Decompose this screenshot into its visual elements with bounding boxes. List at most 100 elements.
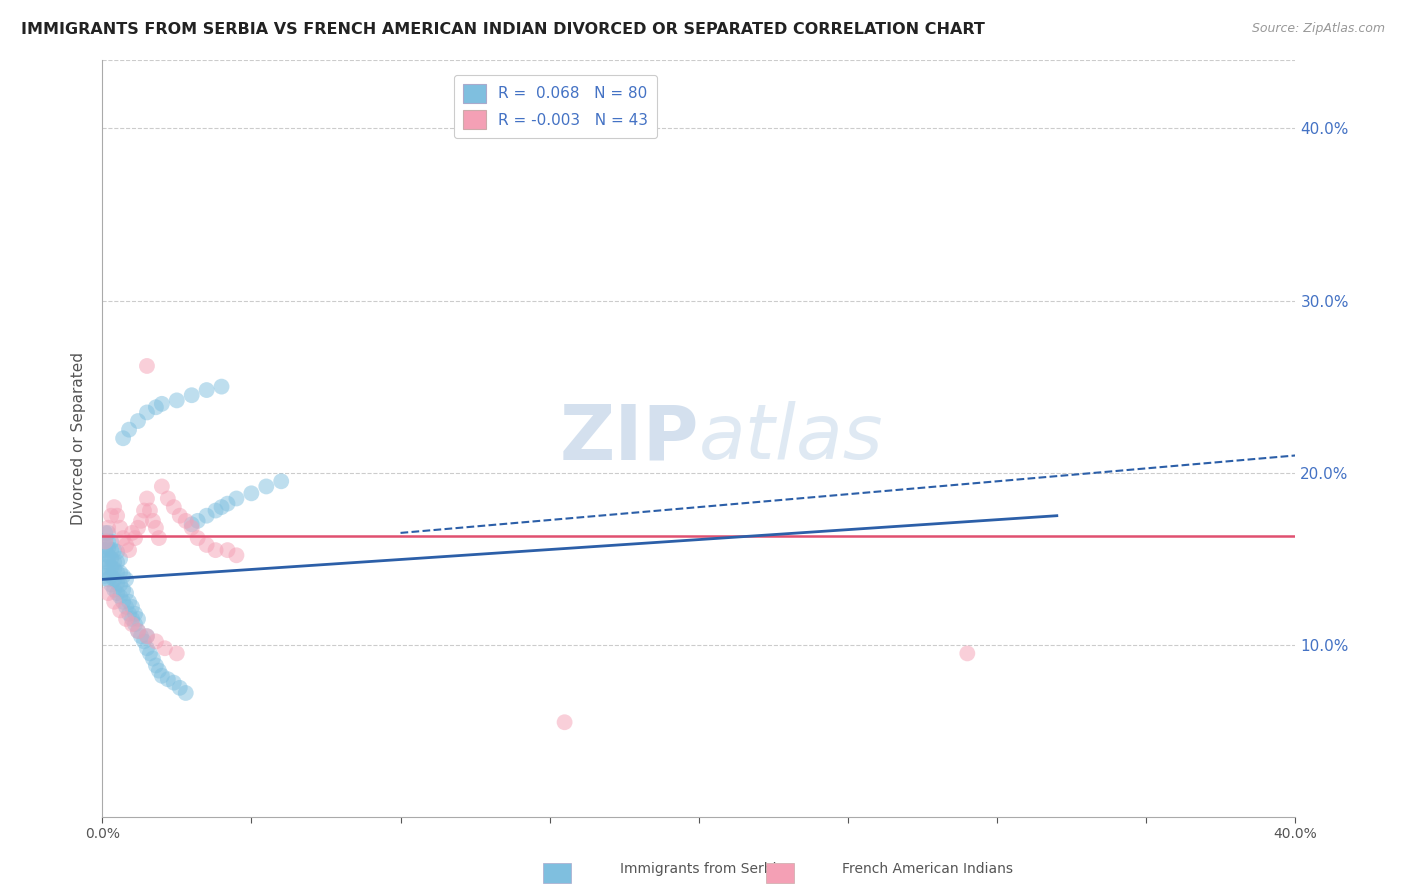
Point [103, 573, 125, 587]
Point [94, 543, 117, 558]
Point [150, 397, 173, 411]
Point [103, 562, 125, 576]
Point [105, 586, 128, 600]
Point [148, 531, 170, 545]
Point [195, 508, 218, 523]
Point [97, 534, 120, 549]
Point [166, 647, 188, 661]
Point [115, 573, 138, 587]
Point [124, 607, 146, 621]
Point [94, 534, 117, 549]
Point [100, 508, 122, 523]
Point [156, 672, 179, 686]
Point [195, 383, 218, 397]
Point [127, 624, 149, 638]
Point [217, 543, 239, 558]
Point [136, 359, 159, 373]
Point [150, 479, 173, 493]
Point [112, 582, 135, 597]
Point [156, 491, 179, 506]
Point [554, 715, 576, 730]
Point [127, 414, 149, 428]
Point [108, 603, 131, 617]
Point [956, 647, 979, 661]
Point [153, 641, 176, 656]
Point [100, 551, 122, 566]
Point [94, 560, 117, 574]
Point [97, 555, 120, 569]
Point [100, 534, 122, 549]
Point [142, 651, 165, 665]
Text: IMMIGRANTS FROM SERBIA VS FRENCH AMERICAN INDIAN DIVORCED OR SEPARATED CORRELATI: IMMIGRANTS FROM SERBIA VS FRENCH AMERICA… [21, 22, 986, 37]
Point [145, 401, 167, 415]
Point [174, 514, 197, 528]
Point [100, 560, 122, 574]
Point [108, 551, 131, 566]
Point [112, 531, 135, 545]
Point [174, 686, 197, 700]
Point [136, 641, 159, 656]
Point [105, 545, 128, 559]
Point [97, 521, 120, 535]
Point [225, 549, 247, 563]
Point [118, 543, 141, 558]
Point [94, 569, 117, 583]
Point [97, 525, 120, 540]
Point [115, 612, 138, 626]
Point [163, 675, 186, 690]
Point [136, 491, 159, 506]
Point [118, 607, 141, 621]
Point [103, 595, 125, 609]
Legend: R =  0.068   N = 80, R = -0.003   N = 43: R = 0.068 N = 80, R = -0.003 N = 43 [454, 75, 658, 138]
Text: Immigrants from Serbia: Immigrants from Serbia [620, 862, 786, 876]
Point [169, 681, 191, 695]
Point [97, 586, 120, 600]
Point [115, 586, 138, 600]
Point [150, 669, 173, 683]
Point [105, 575, 128, 590]
Point [124, 531, 146, 545]
Point [118, 423, 141, 437]
Point [166, 393, 188, 408]
Point [136, 629, 159, 643]
Point [180, 388, 202, 402]
Point [187, 514, 209, 528]
Point [132, 634, 155, 648]
Point [136, 629, 159, 643]
Point [132, 503, 155, 517]
Point [112, 569, 135, 583]
Point [97, 541, 120, 556]
Point [139, 647, 162, 661]
Point [211, 500, 233, 514]
Point [129, 514, 152, 528]
Point [129, 629, 152, 643]
Point [97, 573, 120, 587]
Point [94, 525, 117, 540]
Point [105, 555, 128, 569]
Point [124, 617, 146, 632]
Point [240, 486, 263, 500]
Point [103, 582, 125, 597]
Point [108, 577, 131, 591]
Point [121, 612, 143, 626]
Point [169, 508, 191, 523]
Point [148, 664, 170, 678]
Point [270, 475, 292, 489]
Point [97, 566, 120, 580]
Point [100, 569, 122, 583]
Point [180, 521, 202, 535]
Y-axis label: Divorced or Separated: Divorced or Separated [72, 351, 86, 524]
Point [254, 479, 277, 493]
Point [105, 508, 128, 523]
Point [127, 612, 149, 626]
Point [103, 555, 125, 569]
Text: Source: ZipAtlas.com: Source: ZipAtlas.com [1251, 22, 1385, 36]
Point [217, 497, 239, 511]
Point [94, 534, 117, 549]
Point [103, 500, 125, 514]
Point [100, 577, 122, 591]
Point [121, 599, 143, 614]
Point [142, 514, 165, 528]
Point [145, 658, 167, 673]
Point [139, 503, 162, 517]
